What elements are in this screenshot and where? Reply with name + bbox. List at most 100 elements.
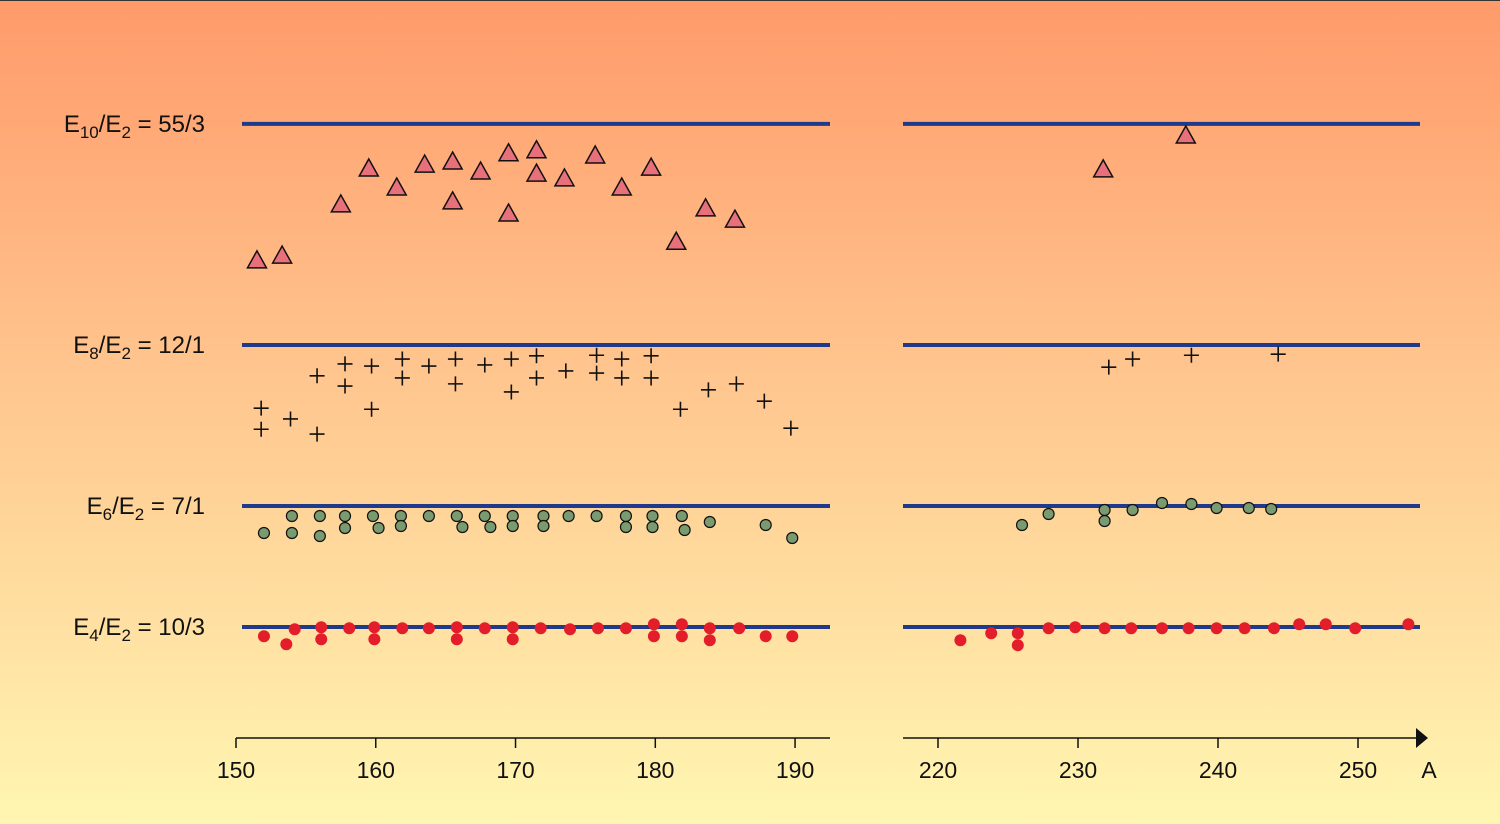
dot-point: [647, 630, 660, 643]
circle-point: [484, 520, 497, 534]
label-text: E: [73, 332, 89, 359]
axis-arrow: [1416, 728, 1428, 748]
plus-point: [477, 357, 493, 373]
triangle-point: [1175, 124, 1197, 144]
plus-point: [309, 426, 325, 442]
triangle-point: [525, 139, 548, 159]
dot-point: [288, 623, 301, 636]
dot-point: [1011, 627, 1024, 640]
plus-point: [364, 401, 380, 417]
circle-point: [372, 521, 385, 535]
circle-point: [703, 515, 716, 529]
circle-point: [786, 531, 799, 545]
circle-point: [1210, 501, 1223, 515]
x-tick-label: 150: [217, 757, 255, 783]
label-subscript: 4: [89, 626, 98, 645]
circle-point: [313, 529, 326, 543]
dot-point: [1402, 618, 1415, 631]
label-text: /E: [99, 614, 122, 641]
circle-point: [366, 509, 380, 523]
plus-point: [728, 376, 744, 392]
circle-point: [590, 509, 603, 523]
dot-point: [1349, 622, 1362, 635]
circle-point: [394, 509, 408, 523]
x-tick-label: 240: [1199, 757, 1237, 783]
plus-point: [364, 358, 380, 374]
triangle-point: [441, 190, 464, 210]
dot-point: [1156, 622, 1168, 635]
circle-point: [646, 520, 659, 534]
triangle-point: [357, 157, 380, 177]
plus-point: [421, 358, 437, 374]
triangle-point: [610, 176, 633, 196]
plus-point: [528, 348, 544, 364]
dot-point: [450, 633, 463, 646]
plus-point: [700, 382, 716, 398]
plus-point: [1101, 359, 1117, 375]
triangle-point: [497, 142, 520, 162]
circle-point: [506, 509, 519, 523]
plus-point: [756, 393, 772, 409]
label-subscript: 10: [80, 123, 99, 142]
plus-point: [783, 420, 799, 436]
triangle-point: [553, 167, 576, 187]
dot-point: [1319, 618, 1332, 631]
reference-label: 12/1: [158, 332, 205, 359]
dot-point: [786, 630, 799, 643]
triangle-point: [665, 230, 688, 250]
label-subscript: 2: [121, 344, 130, 363]
dot-point: [954, 634, 967, 647]
band-label: E8/E2 = 12/1: [73, 332, 205, 363]
triangle-point: [694, 197, 717, 217]
circle-point: [1242, 501, 1255, 515]
circle-point: [1098, 514, 1111, 528]
dot-point: [1125, 622, 1138, 635]
circle-point: [759, 518, 772, 532]
dot-point: [422, 622, 435, 635]
band-label: E10/E2 = 55/3: [64, 111, 205, 142]
dot-point: [1011, 639, 1024, 652]
dot-point: [733, 622, 746, 635]
x-tick-label: 250: [1339, 757, 1377, 783]
circle-point: [619, 520, 633, 534]
plus-point: [643, 370, 659, 386]
triangle-point: [413, 153, 436, 173]
triangle-point: [246, 249, 268, 269]
x-tick-label: 220: [919, 757, 957, 783]
circle-point: [1126, 503, 1139, 517]
circle-point: [506, 519, 519, 533]
label-text: =: [131, 614, 158, 641]
circle-point: [1185, 497, 1198, 511]
plus-point: [309, 368, 325, 384]
dot-point: [1238, 622, 1251, 635]
circle-point: [1015, 518, 1029, 532]
triangle-point: [525, 162, 548, 182]
plus-point: [503, 384, 519, 400]
dot-point: [1293, 618, 1306, 631]
circle-point: [537, 509, 550, 523]
label-subscript: 2: [121, 123, 130, 142]
circle-point: [285, 509, 299, 523]
dot-point: [1210, 622, 1223, 635]
dot-point: [1182, 622, 1195, 635]
plus-point: [614, 351, 630, 367]
circle-point: [394, 519, 408, 533]
plus-point: [614, 370, 630, 386]
dot-point: [257, 630, 270, 643]
dot-point: [396, 622, 409, 635]
dot-point: [506, 633, 519, 646]
x-tick-label: 160: [357, 757, 395, 783]
label-subscript: 2: [135, 505, 144, 524]
plus-point: [528, 370, 544, 386]
circle-point: [675, 509, 688, 523]
plus-point: [253, 400, 269, 416]
label-subscript: 6: [103, 505, 112, 524]
dot-point: [985, 627, 998, 640]
dot-point: [675, 618, 688, 631]
circle-point: [257, 526, 271, 540]
triangle-point: [640, 156, 662, 176]
circle-point: [422, 509, 435, 523]
label-text: =: [131, 332, 158, 359]
